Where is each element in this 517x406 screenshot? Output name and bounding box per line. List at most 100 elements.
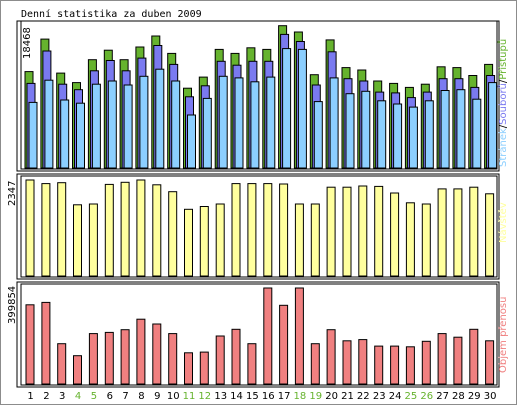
day-label-30: 30 bbox=[484, 391, 497, 402]
top-bar-strnek-9 bbox=[155, 68, 165, 169]
day-label-5: 5 bbox=[91, 391, 97, 402]
middle-bar-navstev-14 bbox=[231, 183, 241, 277]
bottom-bar-objem-27 bbox=[437, 333, 447, 385]
day-label-19: 19 bbox=[309, 391, 322, 402]
top-bar-strnek-8 bbox=[139, 75, 149, 169]
bottom-ymax-label: 399854 bbox=[7, 286, 18, 324]
day-label-4: 4 bbox=[75, 391, 81, 402]
bottom-bar-objem-17 bbox=[279, 304, 289, 385]
day-label-8: 8 bbox=[138, 391, 144, 402]
bottom-bar-objem-28 bbox=[453, 336, 463, 385]
middle-bar-navstev-22 bbox=[358, 185, 368, 277]
bottom-bar-objem-16 bbox=[263, 287, 273, 385]
middle-bar-navstev-21 bbox=[342, 186, 352, 277]
top-bar-strnek-20 bbox=[329, 77, 339, 169]
top-bar-strnek-5 bbox=[91, 83, 101, 169]
top-bar-strnek-26 bbox=[424, 100, 434, 169]
legend-sep-2: / bbox=[498, 79, 509, 83]
middle-bar-navstev-6 bbox=[104, 183, 114, 277]
day-label-26: 26 bbox=[420, 391, 433, 402]
middle-bar-navstev-16 bbox=[263, 183, 273, 277]
day-label-25: 25 bbox=[405, 391, 418, 402]
middle-ymax-label: 2347 bbox=[7, 181, 18, 206]
bottom-bar-objem-15 bbox=[247, 343, 257, 385]
bottom-bar-objem-11 bbox=[184, 352, 193, 385]
day-label-2: 2 bbox=[43, 391, 49, 402]
top-bar-strnek-14 bbox=[234, 77, 244, 169]
top-bar-strnek-24 bbox=[393, 103, 403, 169]
top-bar-strnek-16 bbox=[266, 76, 276, 169]
bottom-bar-objem-23 bbox=[374, 345, 384, 385]
top-bar-strnek-3 bbox=[60, 99, 70, 169]
top-bar-strnek-10 bbox=[171, 80, 181, 169]
bottom-bar-objem-8 bbox=[136, 318, 146, 385]
bottom-bar-objem-12 bbox=[199, 351, 209, 385]
bottom-bar-objem-29 bbox=[469, 328, 479, 385]
bottom-bar-objem-6 bbox=[104, 331, 114, 385]
middle-bar-navstev-30 bbox=[485, 193, 495, 277]
bottom-bar-objem-7 bbox=[120, 329, 130, 385]
top-bar-strnek-17 bbox=[282, 48, 292, 169]
middle-bar-navstev-7 bbox=[120, 181, 130, 277]
top-bar-strnek-22 bbox=[361, 90, 371, 169]
middle-bar-navstev-9 bbox=[152, 184, 162, 277]
top-bar-strnek-2 bbox=[44, 79, 54, 169]
top-bar-strnek-1 bbox=[28, 101, 38, 169]
bottom-bar-objem-13 bbox=[215, 335, 225, 385]
middle-bar-navstev-24 bbox=[390, 192, 400, 277]
day-label-22: 22 bbox=[357, 391, 370, 402]
day-label-20: 20 bbox=[325, 391, 338, 402]
panel-middle-inner bbox=[20, 175, 498, 278]
day-label-16: 16 bbox=[262, 391, 275, 402]
bottom-bar-objem-9 bbox=[152, 323, 162, 385]
bottom-bar-objem-3 bbox=[57, 343, 67, 385]
middle-bar-navstev-1 bbox=[25, 179, 35, 277]
top-legend: Stránek/Souborů/Přístupů bbox=[497, 39, 509, 167]
middle-bar-navstev-2 bbox=[41, 183, 51, 277]
bottom-bar-objem-20 bbox=[326, 329, 336, 385]
panel-bottom-frame bbox=[16, 281, 500, 388]
bars-layer bbox=[24, 25, 498, 385]
middle-bar-navstev-15 bbox=[247, 183, 257, 277]
panel-bottom-inner bbox=[20, 283, 498, 386]
bottom-bar-objem-26 bbox=[421, 340, 431, 385]
middle-bar-navstev-4 bbox=[73, 204, 82, 277]
day-label-11: 11 bbox=[183, 391, 196, 402]
day-label-3: 3 bbox=[59, 391, 65, 402]
middle-legend-navstev: Návštěv bbox=[497, 202, 509, 243]
top-ymax-label: 18468 bbox=[22, 27, 33, 59]
middle-bar-navstev-20 bbox=[326, 186, 336, 277]
legend-souboru: Souborů bbox=[497, 83, 509, 125]
middle-bar-navstev-5 bbox=[88, 203, 98, 277]
bottom-bar-objem-14 bbox=[231, 328, 241, 385]
middle-bar-navstev-26 bbox=[421, 203, 431, 277]
top-bar-strnek-4 bbox=[76, 102, 85, 169]
bottom-bar-objem-21 bbox=[342, 340, 352, 385]
legend-pristupu: Přístupů bbox=[497, 39, 509, 80]
top-bar-strnek-7 bbox=[123, 84, 133, 169]
middle-bar-navstev-19 bbox=[310, 203, 320, 277]
top-bar-strnek-12 bbox=[202, 97, 212, 169]
top-bar-strnek-11 bbox=[187, 114, 196, 169]
day-label-27: 27 bbox=[436, 391, 449, 402]
day-label-14: 14 bbox=[230, 391, 243, 402]
middle-bar-navstev-13 bbox=[215, 203, 225, 277]
middle-bar-navstev-23 bbox=[374, 185, 384, 277]
bottom-bar-objem-24 bbox=[390, 345, 400, 385]
bottom-bar-objem-1 bbox=[25, 304, 35, 385]
legend-sep-1: / bbox=[498, 124, 509, 128]
day-label-10: 10 bbox=[167, 391, 180, 402]
bottom-bar-objem-4 bbox=[73, 355, 82, 385]
middle-bar-navstev-18 bbox=[294, 203, 304, 277]
bottom-bar-objem-22 bbox=[358, 339, 368, 385]
day-label-13: 13 bbox=[214, 391, 227, 402]
middle-bar-navstev-12 bbox=[199, 206, 209, 277]
day-label-24: 24 bbox=[389, 391, 402, 402]
day-label-7: 7 bbox=[122, 391, 128, 402]
day-label-6: 6 bbox=[107, 391, 113, 402]
bottom-bar-objem-2 bbox=[41, 301, 51, 385]
bottom-bar-objem-30 bbox=[485, 340, 495, 385]
bottom-bar-objem-10 bbox=[168, 333, 178, 385]
day-labels: 1 2 3 4 5 6 7 8 9 10 11 12 13 14 15 16 17 18 19 20 21 22 23 24 2… bbox=[27, 391, 496, 402]
